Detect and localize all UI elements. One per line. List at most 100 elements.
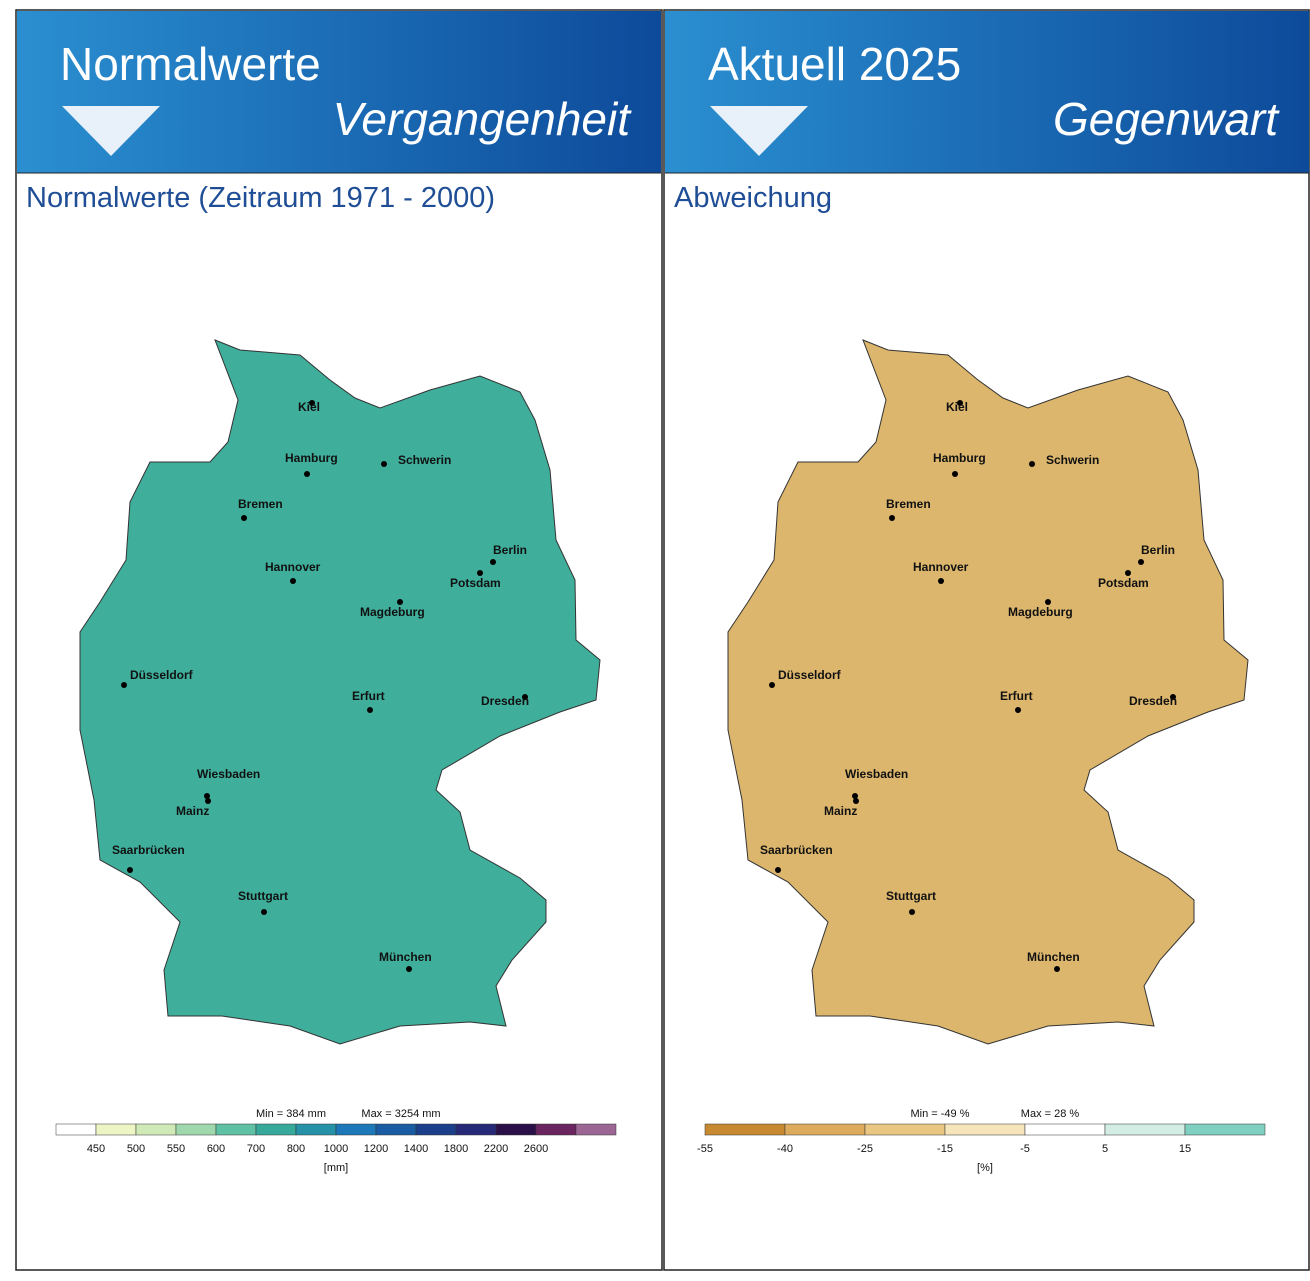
city-dot [852,793,858,799]
city-label: Dresden [1129,694,1177,708]
map-title: Abweichung [674,182,832,214]
city-dot [522,694,528,700]
legend-swatch [944,1123,1026,1136]
city-label: Schwerin [398,453,451,467]
legend-tick: 1200 [364,1143,388,1155]
legend-tick: 700 [247,1143,265,1155]
city-label: Bremen [886,497,931,511]
city-dot [938,578,944,584]
legend-swatch [95,1123,137,1136]
header-subtitle: Gegenwart [1053,93,1280,145]
city-dot [853,798,859,804]
city-dot [241,515,247,521]
city-label: Wiesbaden [197,767,260,781]
city-label: Erfurt [352,689,385,703]
city-label: Düsseldorf [130,668,194,682]
germany-map [727,339,1249,1045]
legend-min: Min = -49 % [911,1108,970,1120]
legend-swatch [495,1123,537,1136]
legend-swatch [175,1123,217,1136]
legend-tick: -55 [697,1143,713,1155]
city-label: Hannover [265,560,321,574]
city-label: Stuttgart [886,889,936,903]
legend-tick: 1400 [404,1143,428,1155]
city-dot [381,461,387,467]
city-dot [957,400,963,406]
legend-tick: 2200 [484,1143,508,1155]
legend-swatch [535,1123,577,1136]
legend-tick: 500 [127,1143,145,1155]
city-label: Berlin [1141,543,1175,557]
city-label: Dresden [481,694,529,708]
city-dot [367,707,373,713]
legend-min: Min = 384 mm [256,1108,326,1120]
city-dot [1015,707,1021,713]
legend-tick: -15 [937,1143,953,1155]
germany-map [79,339,601,1045]
legend-swatch [704,1123,786,1136]
city-label: Potsdam [450,576,501,590]
panel: Aktuell 2025 Gegenwart Abweichung Kiel Hambu… [663,9,1310,1271]
city-label: Düsseldorf [778,668,842,682]
legend-max: Max = 3254 mm [361,1108,440,1120]
header-arrow [710,106,808,156]
city-dot [1138,559,1144,565]
city-label: Mainz [176,804,209,818]
city-dot [204,793,210,799]
city-label: München [379,950,432,964]
city-label: Saarbrücken [760,843,833,857]
legend-max: Max = 28 % [1021,1108,1080,1120]
legend-unit: [mm] [324,1162,348,1174]
legend-swatch [335,1123,377,1136]
legend-tick: 15 [1179,1143,1191,1155]
city-dot [1029,461,1035,467]
legend-swatch [255,1123,297,1136]
legend-swatch [415,1123,457,1136]
city-label: Wiesbaden [845,767,908,781]
legend-swatch [375,1123,417,1136]
city-dot [304,471,310,477]
city-label: Kiel [946,400,968,414]
city-label: Magdeburg [360,605,425,619]
city-label: Magdeburg [1008,605,1073,619]
legend-swatch [455,1123,497,1136]
city-label: München [1027,950,1080,964]
city-dot [121,682,127,688]
header-arrow [62,106,160,156]
city-label: Schwerin [1046,453,1099,467]
city-dot [309,400,315,406]
legend-tick: 2600 [524,1143,548,1155]
city-dot [261,909,267,915]
city-dot [1125,570,1131,576]
city-label: Bremen [238,497,283,511]
legend-swatch [295,1123,337,1136]
legend-swatch [1024,1123,1106,1136]
city-label: Hamburg [285,451,338,465]
legend-tick: -5 [1020,1143,1030,1155]
legend-tick: 1000 [324,1143,348,1155]
city-label: Mainz [824,804,857,818]
city-label: Erfurt [1000,689,1033,703]
legend-tick: 600 [207,1143,225,1155]
city-dot [952,471,958,477]
city-label: Potsdam [1098,576,1149,590]
city-dot [775,867,781,873]
legend-swatch [784,1123,866,1136]
header-subtitle: Vergangenheit [332,93,632,145]
city-dot [477,570,483,576]
city-label: Kiel [298,400,320,414]
legend-tick: 1800 [444,1143,468,1155]
city-dot [490,559,496,565]
legend-swatch [135,1123,177,1136]
legend-tick: 5 [1102,1143,1108,1155]
legend-swatch [55,1123,97,1136]
legend-tick: 800 [287,1143,305,1155]
header-title: Normalwerte [60,38,321,90]
city-dot [406,966,412,972]
legend-swatch [864,1123,946,1136]
legend-tick: -40 [777,1143,793,1155]
city-dot [205,798,211,804]
city-dot [290,578,296,584]
